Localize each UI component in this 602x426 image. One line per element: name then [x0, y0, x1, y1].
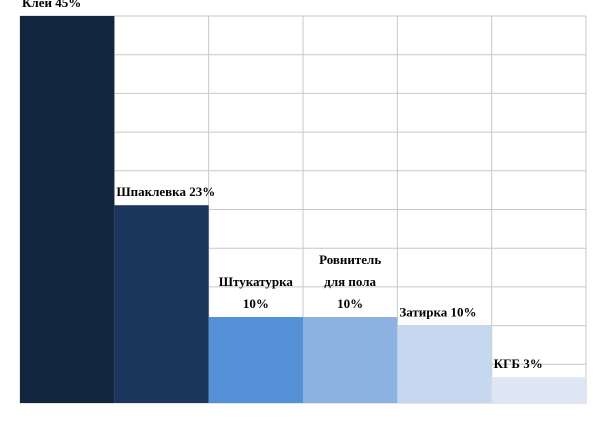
bar-label-line: 10% [337, 296, 363, 311]
bar-labels: Клей 45%Шпаклевка 23%Штукатурка 10%Ровнит… [22, 0, 543, 371]
bar [303, 317, 398, 403]
bar-label-line: для пола [324, 274, 376, 289]
bar [397, 325, 492, 403]
bar-label-line: КГБ 3% [494, 356, 543, 371]
bars [20, 16, 586, 403]
bar-label-line: Клей 45% [22, 0, 81, 10]
bar [20, 16, 115, 403]
bar-label-line: Шпаклевка 23% [116, 184, 215, 199]
bar-label: Шпаклевка 23% [116, 184, 215, 199]
bar-label-line: Затирка 10% [399, 305, 476, 320]
bar-label-line: Ровнитель [319, 252, 381, 267]
bar [114, 205, 209, 403]
bar [208, 317, 303, 403]
bar-label: КГБ 3% [494, 356, 543, 371]
bar-label-line: 10% [243, 296, 269, 311]
bar-label: Штукатурка 10% [219, 274, 294, 311]
bar [491, 377, 586, 403]
bar-label-line: Штукатурка [219, 274, 294, 289]
bar-label: Клей 45% [22, 0, 81, 10]
bar-label: Затирка 10% [399, 305, 476, 320]
bar-label: Ровнитель для пола 10% [319, 252, 381, 311]
